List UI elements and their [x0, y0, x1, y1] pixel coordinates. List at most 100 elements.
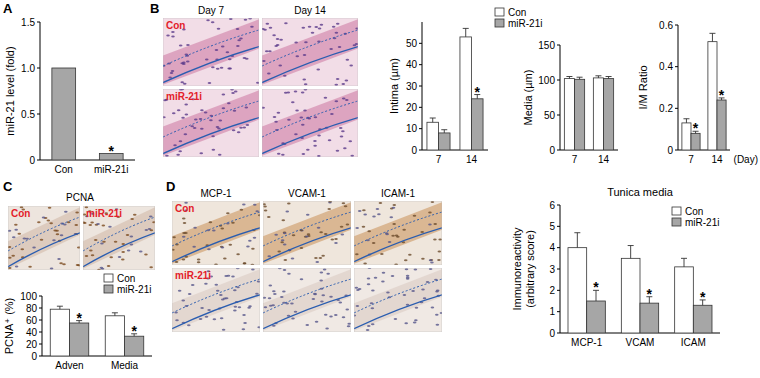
bars: [50, 306, 144, 356]
y-tick: [557, 80, 560, 81]
lumen-line: [262, 118, 358, 154]
error-bar: [566, 77, 572, 79]
nucleus: [75, 211, 79, 213]
nucleus: [433, 223, 437, 225]
nucleus: [269, 285, 273, 287]
nucleus: [367, 325, 371, 327]
y-tick: [557, 205, 560, 206]
error-bar: [681, 258, 687, 267]
nucleus: [74, 224, 78, 226]
nucleus: [345, 308, 349, 310]
nucleus: [287, 202, 291, 204]
nucleus: [181, 299, 185, 301]
nucleus: [227, 275, 231, 277]
image-frame: [263, 268, 351, 332]
nucleus: [20, 248, 24, 250]
nucleus: [346, 59, 350, 61]
nucleus: [180, 81, 184, 83]
nucleus: [294, 311, 298, 313]
nucleus: [367, 277, 371, 279]
nucleus: [248, 240, 252, 242]
nucleus: [262, 60, 266, 62]
nucleus: [313, 140, 317, 142]
nucleus: [166, 35, 170, 37]
nucleus: [18, 233, 22, 235]
nucleus: [204, 111, 208, 113]
nucleus: [268, 50, 272, 52]
micrograph: [354, 201, 442, 265]
nucleus: [194, 118, 198, 120]
y-tick-label: 0: [31, 351, 37, 362]
nucleus: [433, 238, 437, 240]
nucleus: [283, 243, 287, 245]
vessel-wall: [163, 19, 259, 84]
image-background: [8, 206, 80, 270]
bar: [105, 316, 124, 356]
nucleus: [403, 294, 407, 296]
nucleus: [199, 318, 203, 320]
error-bar: [683, 119, 689, 123]
nucleus: [251, 269, 255, 271]
nucleus: [182, 258, 186, 260]
nucleus: [130, 236, 134, 238]
y-tick-label: 150: [538, 40, 555, 51]
nucleus: [257, 326, 260, 328]
nucleus: [219, 119, 223, 121]
nucleus: [329, 48, 333, 50]
image-frame: [354, 201, 442, 265]
nucleus: [47, 219, 51, 221]
nucleus: [236, 28, 240, 30]
bar: [682, 123, 691, 150]
y-axis-label: I/M Ratio: [637, 65, 649, 109]
y-tick-label: 100: [20, 291, 37, 302]
nucleus: [240, 209, 244, 211]
nucleus: [244, 106, 248, 108]
nucleus: [330, 113, 334, 115]
x-tick-label: 14: [598, 154, 610, 165]
nucleus: [382, 272, 386, 274]
micrograph: [354, 268, 442, 332]
y-tick-label: 30: [406, 81, 418, 92]
nucleus: [347, 323, 351, 325]
y-tick: [37, 114, 40, 115]
nucleus: [292, 234, 296, 236]
nucleus: [172, 236, 176, 238]
nucleus: [177, 109, 181, 111]
nucleus: [14, 229, 18, 231]
x-tick-label: 7: [572, 154, 578, 165]
nucleus: [257, 281, 260, 283]
nucleus: [209, 119, 213, 121]
nucleus: [282, 291, 286, 293]
image-frame: [163, 89, 259, 157]
nucleus: [243, 263, 247, 265]
nucleus: [264, 210, 268, 212]
y-tick-label: 1: [549, 306, 555, 317]
nucleus: [185, 54, 189, 56]
nucleus: [371, 323, 375, 325]
nucleus: [291, 257, 295, 259]
image-background: [263, 201, 351, 265]
nucleus: [272, 290, 276, 292]
nucleus: [348, 140, 352, 142]
nucleus: [145, 229, 149, 231]
nucleus: [217, 28, 221, 30]
x-tick-label: Adven: [55, 360, 83, 371]
nucleus: [319, 231, 323, 233]
y-tick: [419, 43, 422, 44]
nucleus: [325, 327, 329, 329]
lumen-line: [262, 47, 358, 83]
nucleus: [421, 258, 425, 260]
nucleus: [362, 226, 366, 228]
nucleus: [90, 221, 94, 223]
figure: BConmiR-21iDay 7Day 14CConmiR-21iPCNADCo…: [0, 0, 760, 378]
error-bar: [606, 77, 612, 79]
nucleus: [429, 259, 433, 261]
significance: *: [593, 279, 599, 295]
nucleus: [332, 26, 336, 28]
nucleus: [303, 54, 307, 56]
nucleus: [323, 268, 327, 270]
nucleus: [121, 251, 125, 253]
nucleus: [327, 208, 331, 210]
bar: [52, 68, 76, 160]
nucleus: [340, 226, 344, 228]
